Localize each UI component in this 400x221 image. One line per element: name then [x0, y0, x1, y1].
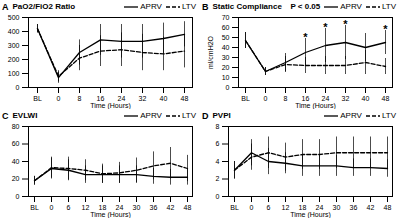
svg-text:24: 24 [321, 95, 330, 103]
svg-text:48: 48 [382, 95, 390, 102]
svg-text:0: 0 [50, 204, 54, 211]
svg-text:300: 300 [8, 42, 20, 49]
svg-text:48: 48 [181, 95, 189, 102]
svg-text:6: 6 [67, 204, 71, 211]
svg-text:Time (Hours): Time (Hours) [295, 102, 336, 110]
svg-text:6: 6 [216, 140, 220, 147]
svg-text:0: 0 [226, 84, 230, 91]
html-text:APRV: APRV [140, 2, 162, 11]
svg-text:0: 0 [264, 95, 268, 102]
svg-text:36: 36 [350, 204, 358, 211]
svg-text:BL: BL [241, 95, 250, 102]
html-text:LTV: LTV [381, 111, 396, 120]
svg-text:30: 30 [222, 54, 230, 61]
svg-text:20: 20 [222, 64, 230, 71]
html-text:APRV: APRV [340, 111, 362, 120]
svg-text:24: 24 [315, 204, 324, 212]
svg-text:10: 10 [222, 74, 230, 81]
html-text:APRV: APRV [340, 2, 362, 11]
svg-text:50: 50 [222, 34, 230, 41]
svg-text:8: 8 [216, 123, 220, 130]
svg-text:BL: BL [230, 204, 239, 211]
svg-text:500: 500 [8, 14, 20, 21]
svg-text:ml/cmH2O: ml/cmH2O [207, 35, 214, 69]
html-text:P < 0.05: P < 0.05 [290, 2, 321, 11]
html-text:B Static Compliance: B Static Compliance [202, 1, 282, 12]
html-text:LTV: LTV [381, 2, 396, 11]
html-text:LTV: LTV [181, 111, 196, 120]
svg-text:Time (Hours): Time (Hours) [90, 102, 131, 110]
svg-text:100: 100 [8, 70, 20, 77]
svg-text:48: 48 [184, 204, 192, 211]
svg-text:18: 18 [298, 204, 307, 212]
svg-text:4: 4 [216, 158, 220, 165]
svg-text:*: * [343, 18, 348, 30]
svg-text:24: 24 [115, 204, 124, 212]
svg-text:20: 20 [12, 175, 20, 182]
svg-text:32: 32 [342, 95, 350, 102]
html-text:C EVLWI: C EVLWI [2, 110, 38, 121]
svg-text:8: 8 [284, 95, 288, 102]
svg-text:30: 30 [133, 204, 141, 211]
svg-text:16: 16 [96, 95, 105, 103]
svg-text:24: 24 [117, 95, 126, 103]
svg-text:*: * [303, 31, 308, 43]
svg-text:6: 6 [267, 204, 271, 211]
svg-text:2: 2 [216, 175, 220, 182]
svg-text:0: 0 [216, 193, 220, 200]
svg-text:36: 36 [150, 204, 158, 211]
svg-text:0: 0 [16, 84, 20, 91]
svg-text:BL: BL [30, 204, 39, 211]
svg-text:16: 16 [301, 95, 310, 103]
svg-text:18: 18 [98, 204, 107, 212]
svg-text:8: 8 [78, 95, 82, 102]
svg-text:0: 0 [250, 204, 254, 211]
svg-text:80: 80 [12, 123, 20, 130]
svg-text:30: 30 [333, 204, 341, 211]
svg-text:Time (Hours): Time (Hours) [290, 211, 331, 219]
svg-text:40: 40 [12, 158, 20, 165]
svg-text:200: 200 [8, 56, 20, 63]
html-text:A PaO2/FiO2 Ratio: A PaO2/FiO2 Ratio [2, 1, 76, 12]
svg-text:32: 32 [139, 95, 147, 102]
svg-text:Time (Hours): Time (Hours) [90, 211, 131, 219]
html-text:APRV: APRV [140, 111, 162, 120]
svg-text:40: 40 [222, 44, 230, 51]
svg-text:*: * [323, 21, 328, 33]
svg-text:70: 70 [222, 14, 230, 21]
svg-text:60: 60 [12, 140, 20, 147]
svg-text:48: 48 [384, 204, 392, 211]
svg-text:60: 60 [222, 24, 230, 31]
svg-text:400: 400 [8, 28, 20, 35]
svg-text:42: 42 [367, 204, 375, 211]
svg-text:12: 12 [282, 204, 290, 211]
svg-text:0: 0 [57, 95, 61, 102]
html-text:D PVPI: D PVPI [202, 110, 231, 121]
svg-text:42: 42 [167, 204, 175, 211]
svg-text:0: 0 [16, 193, 20, 200]
html-text:LTV: LTV [181, 2, 196, 11]
svg-text:12: 12 [82, 204, 90, 211]
svg-text:40: 40 [160, 95, 168, 102]
svg-text:40: 40 [362, 95, 370, 102]
svg-text:BL: BL [33, 95, 42, 102]
svg-text:*: * [383, 23, 388, 35]
